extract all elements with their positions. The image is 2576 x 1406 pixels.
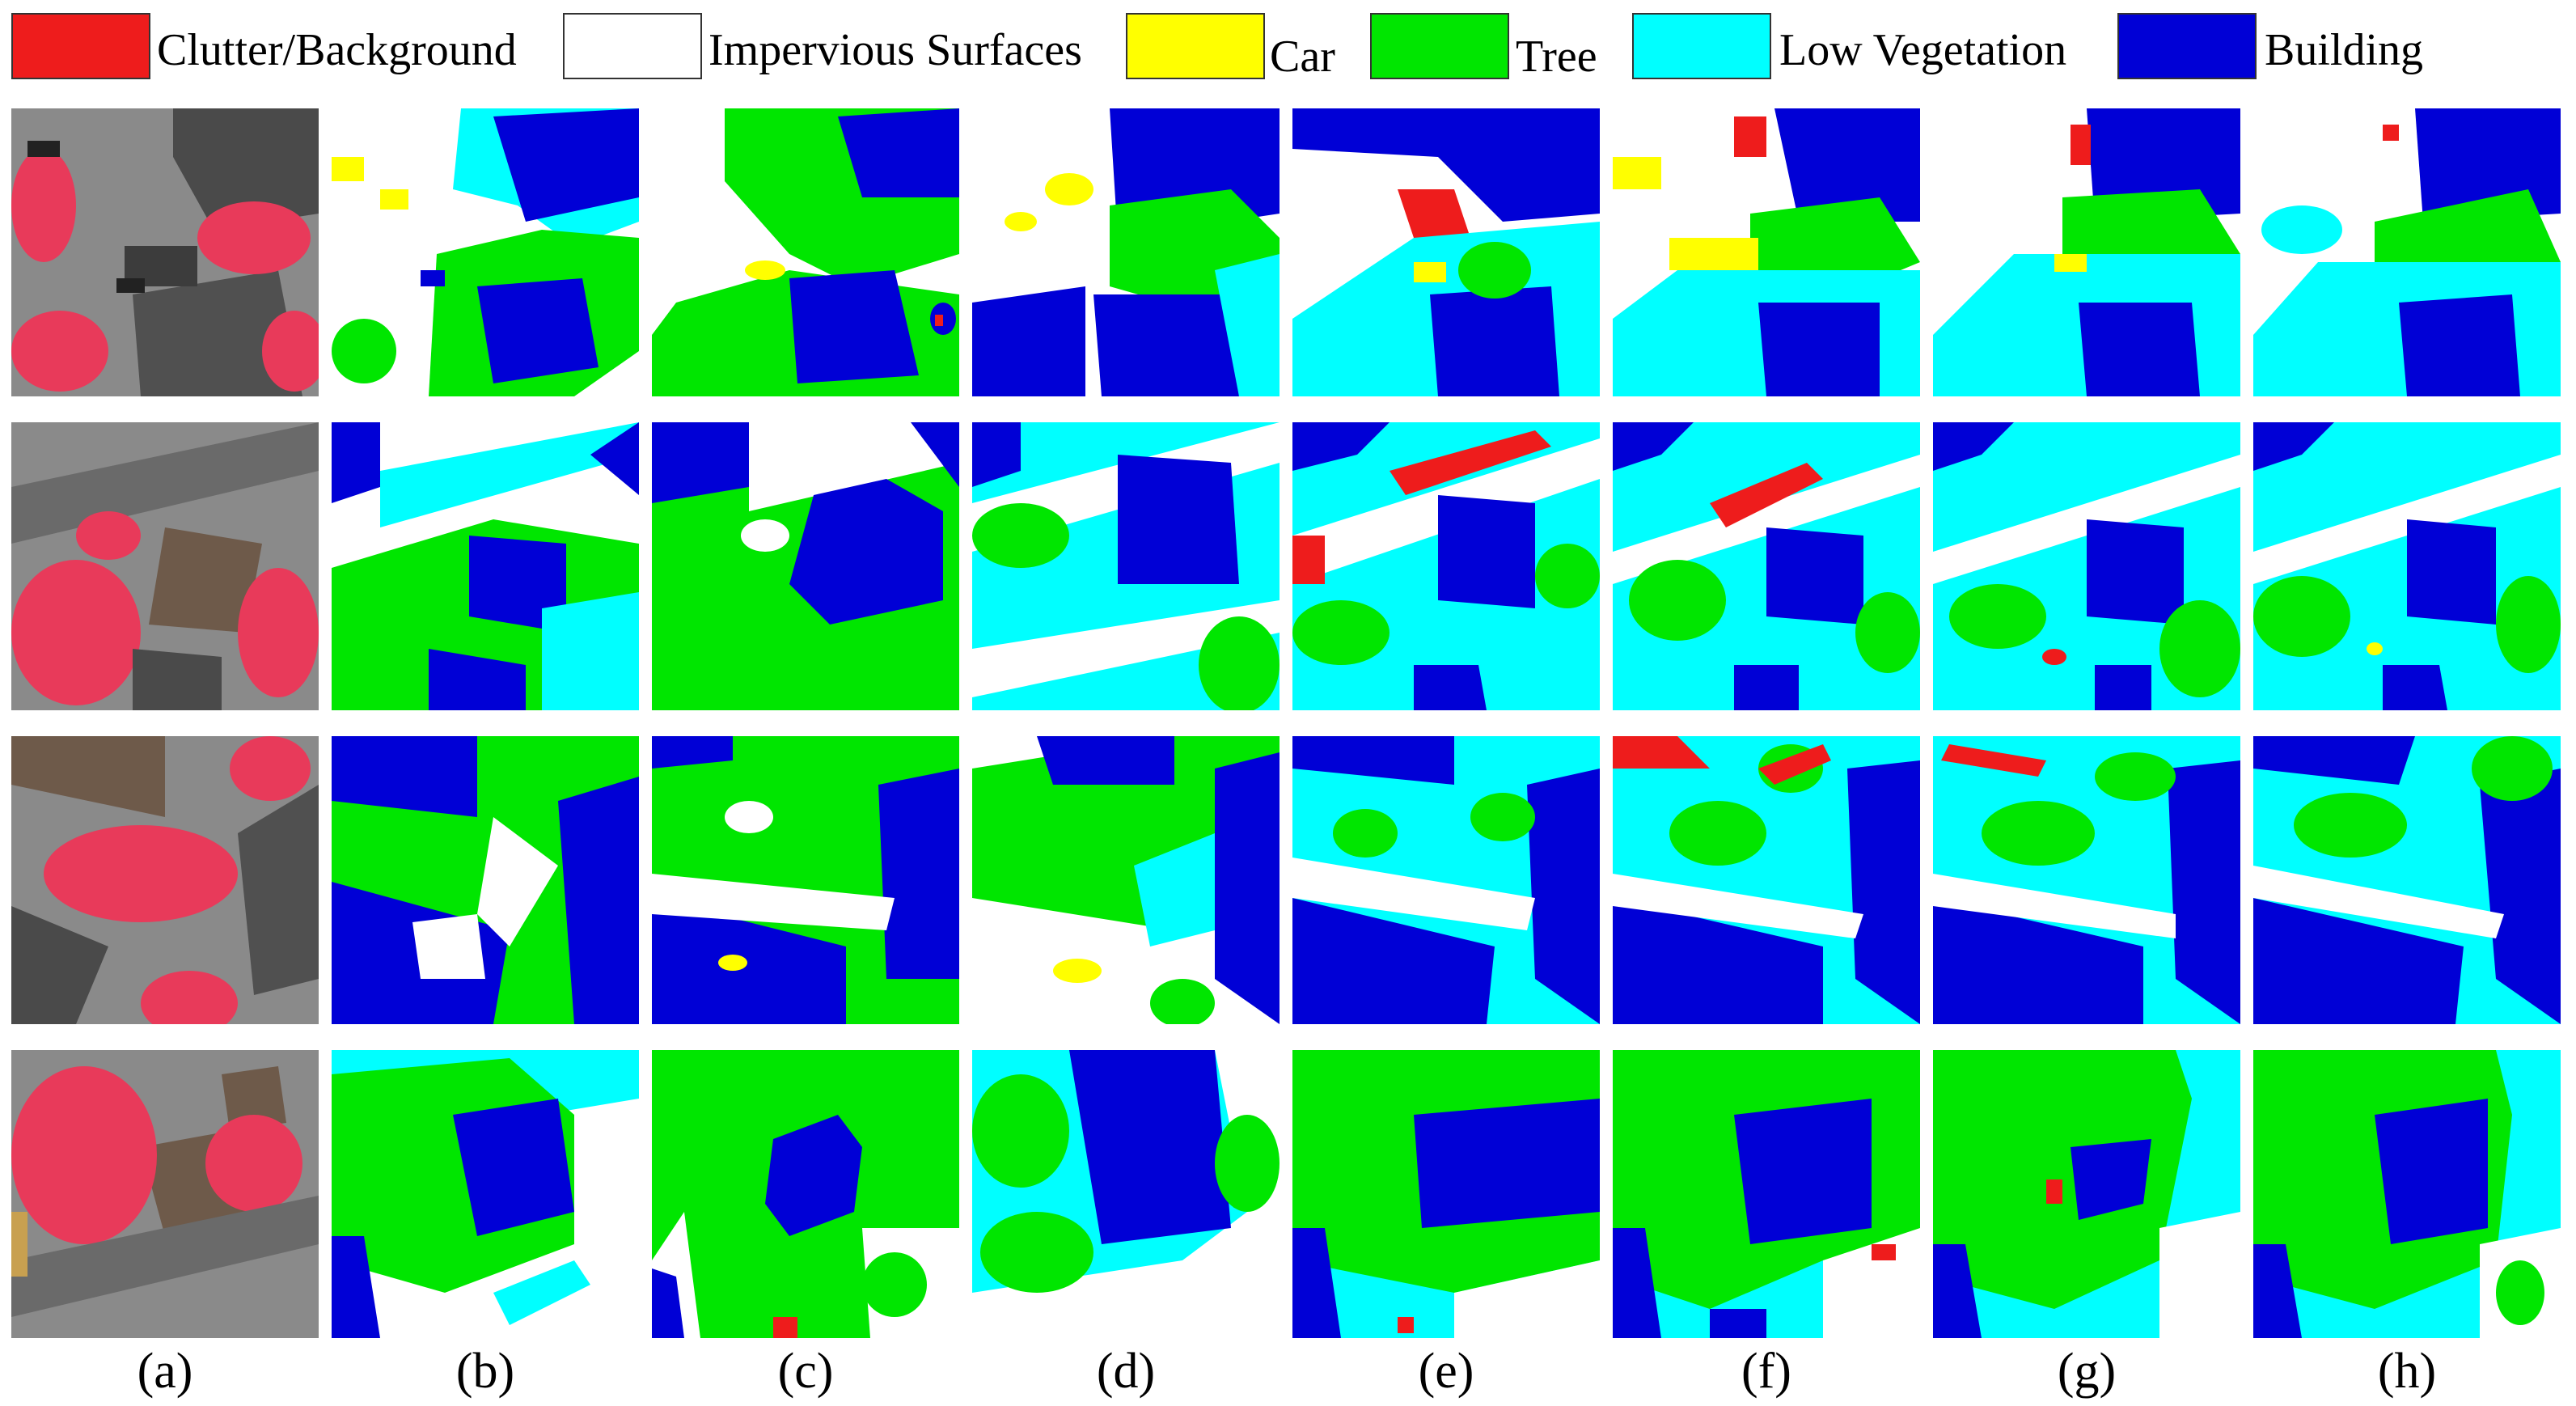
- caption-a: (a): [137, 1344, 193, 1399]
- result-panel-c-row-2: [652, 422, 959, 710]
- result-panel-c-row-4: [652, 1050, 959, 1338]
- result-panel-g-row-1: [1933, 108, 2240, 396]
- column-captions: (a) (b) (c) (d) (e) (f) (g) (h): [11, 1338, 2570, 1403]
- legend-item-clutter: Clutter/Background: [11, 13, 561, 86]
- result-panel-f-row-2: [1613, 422, 1920, 710]
- legend-swatch-lowveg: [1632, 13, 1771, 79]
- result-row-3: [11, 736, 2570, 1024]
- result-panel-d-row-2: [972, 422, 1280, 710]
- result-row-1: [11, 108, 2570, 396]
- legend-label-lowveg: Low Vegetation: [1779, 25, 2067, 75]
- result-panel-g-row-4: [1933, 1050, 2240, 1338]
- result-panel-b-row-3: [332, 736, 639, 1024]
- result-panel-e-row-4: [1292, 1050, 1600, 1338]
- legend-label-car: Car: [1270, 32, 1335, 82]
- result-panel-h-row-3: [2253, 736, 2561, 1024]
- legend-item-tree: Tree: [1370, 13, 1629, 86]
- result-row-4: [11, 1050, 2570, 1338]
- result-panel-h-row-2: [2253, 422, 2561, 710]
- result-panel-e-row-3: [1292, 736, 1600, 1024]
- result-panel-b-row-4: [332, 1050, 639, 1338]
- legend-swatch-impervious: [563, 13, 702, 79]
- result-panel-g-row-3: [1933, 736, 2240, 1024]
- legend-label-clutter: Clutter/Background: [157, 25, 517, 75]
- legend-label-impervious: Impervious Surfaces: [709, 25, 1082, 75]
- legend-item-car: Car: [1126, 13, 1368, 86]
- comparison-grid: [11, 108, 2570, 1338]
- result-panel-c-row-1: [652, 108, 959, 396]
- result-panel-d-row-4: [972, 1050, 1280, 1338]
- legend-swatch-tree: [1370, 13, 1509, 79]
- legend-label-building: Building: [2265, 25, 2424, 75]
- caption-d: (d): [1096, 1344, 1156, 1399]
- result-panel-d-row-3: [972, 736, 1280, 1024]
- aerial-image-row-2: [11, 422, 319, 710]
- result-panel-g-row-2: [1933, 422, 2240, 710]
- result-panel-e-row-2: [1292, 422, 1600, 710]
- legend-label-tree: Tree: [1516, 32, 1597, 82]
- caption-h: (h): [2377, 1344, 2437, 1399]
- caption-g: (g): [2057, 1344, 2117, 1399]
- aerial-image-row-3: [11, 736, 319, 1024]
- aerial-image-row-1: [11, 108, 319, 396]
- legend: Clutter/Background Impervious Surfaces C…: [0, 0, 2576, 97]
- result-panel-d-row-1: [972, 108, 1280, 396]
- result-panel-b-row-2: [332, 422, 639, 710]
- aerial-image-row-4: [11, 1050, 319, 1338]
- legend-item-impervious: Impervious Surfaces: [563, 13, 1129, 86]
- result-panel-h-row-1: [2253, 108, 2561, 396]
- result-panel-c-row-3: [652, 736, 959, 1024]
- caption-c: (c): [777, 1344, 834, 1399]
- legend-item-lowveg: Low Vegetation: [1632, 13, 2117, 86]
- result-panel-b-row-1: [332, 108, 639, 396]
- legend-item-building: Building: [2117, 13, 2473, 86]
- legend-swatch-car: [1126, 13, 1265, 79]
- result-panel-f-row-4: [1613, 1050, 1920, 1338]
- caption-e: (e): [1418, 1344, 1474, 1399]
- caption-f: (f): [1741, 1344, 1791, 1399]
- result-panel-h-row-4: [2253, 1050, 2561, 1338]
- caption-b: (b): [455, 1344, 515, 1399]
- legend-swatch-clutter: [11, 13, 150, 79]
- result-panel-f-row-3: [1613, 736, 1920, 1024]
- result-panel-f-row-1: [1613, 108, 1920, 396]
- legend-swatch-building: [2117, 13, 2257, 79]
- result-panel-e-row-1: [1292, 108, 1600, 396]
- result-row-2: [11, 422, 2570, 710]
